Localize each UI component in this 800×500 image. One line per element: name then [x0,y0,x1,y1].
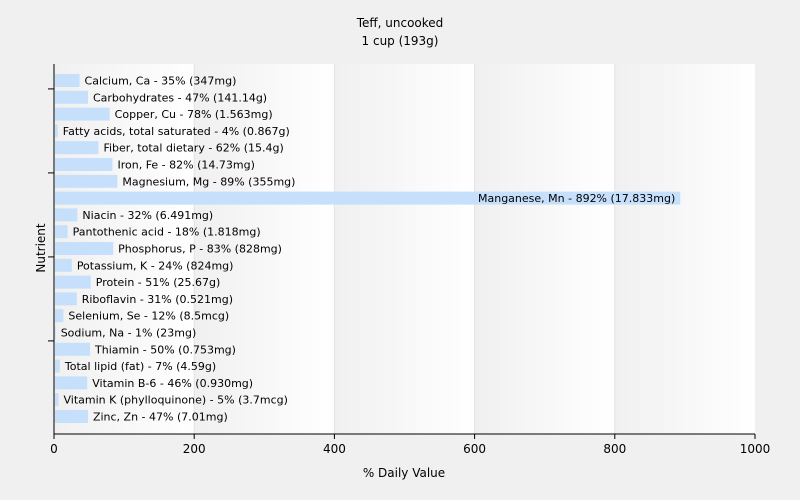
bar-label: Fatty acids, total saturated - 4% (0.867… [63,125,290,138]
bar [55,309,64,323]
plot-band [474,64,615,434]
bar-label: Potassium, K - 24% (824mg) [77,259,234,272]
bar-label: Carbohydrates - 47% (141.14g) [93,91,267,104]
bar [55,292,77,306]
bar [55,107,110,121]
x-tick-label: 400 [323,442,346,456]
plot-band [334,64,475,434]
bar-label: Riboflavin - 31% (0.521mg) [82,293,233,306]
x-tick-label: 1000 [740,442,771,456]
bar-label: Manganese, Mn - 892% (17.833mg) [478,192,675,205]
bar-label: Niacin - 32% (6.491mg) [82,209,213,222]
y-axis-label: Nutrient [34,223,48,273]
bar [55,258,72,272]
bar-label: Thiamin - 50% (0.753mg) [94,343,236,356]
bar-label: Sodium, Na - 1% (23mg) [61,327,197,340]
bar-label: Phosphorus, P - 83% (828mg) [118,243,282,256]
bar-label: Iron, Fe - 82% (14.73mg) [117,159,254,172]
bar-label: Magnesium, Mg - 89% (355mg) [122,175,295,188]
x-tick-label: 200 [183,442,206,456]
x-tick-label: 0 [50,442,58,456]
chart-title: Teff, uncooked [356,16,444,30]
x-axis-label: % Daily Value [363,466,445,480]
bar [55,74,80,87]
bar-label: Protein - 51% (25.67g) [96,276,221,289]
bar [55,208,78,222]
bar [55,376,88,390]
bar [55,174,118,188]
bar [55,90,88,104]
bar [55,359,60,373]
plot-band [194,64,335,434]
bar [55,242,114,255]
bar-label: Total lipid (fat) - 7% (4.59g) [64,360,216,373]
chart-subtitle: 1 cup (193g) [362,34,439,48]
bar [55,141,99,155]
bar-label: Pantothenic acid - 18% (1.818mg) [73,226,261,239]
bar [55,158,113,171]
bar-label: Fiber, total dietary - 62% (15.4g) [103,142,283,155]
bar [55,191,681,205]
bar-label: Vitamin K (phylloquinone) - 5% (3.7mcg) [64,394,288,407]
x-tick-label: 800 [603,442,626,456]
bar-label: Calcium, Ca - 35% (347mg) [85,75,237,88]
bar [55,225,68,239]
bar [55,124,58,138]
plot-band [614,64,755,434]
bar-label: Copper, Cu - 78% (1.563mg) [115,108,273,121]
bar [55,393,59,407]
bar [55,275,91,289]
bar [55,410,88,423]
bar-label: Zinc, Zn - 47% (7.01mg) [93,411,228,424]
bars-group: Calcium, Ca - 35% (347mg) Carbohydrates -… [55,74,681,424]
bar-label: Selenium, Se - 12% (8.5mcg) [68,310,229,323]
x-tick-label: 600 [463,442,486,456]
bar-label: Vitamin B-6 - 46% (0.930mg) [92,377,253,390]
bar [55,342,91,356]
bar [55,326,56,339]
plot-background [54,64,755,434]
axes-group: 0 200 400 600 800 1000 [48,64,770,456]
